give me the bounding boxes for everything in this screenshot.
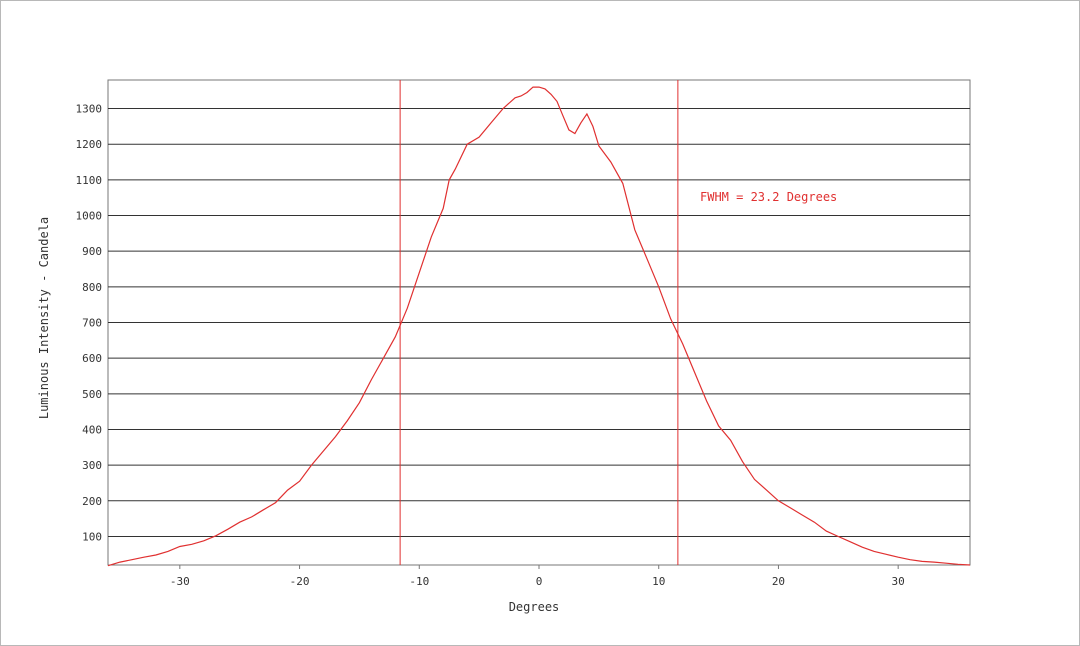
x-axis-title: Degrees (509, 600, 560, 614)
y-tick-label: 1200 (76, 138, 103, 151)
y-axis-title: Luminous Intensity - Candela (37, 217, 51, 419)
grid-lines (108, 108, 970, 537)
x-tick-labels: -30 -20 -10 0 10 20 30 (170, 565, 905, 588)
x-tick-label: 20 (772, 575, 785, 588)
y-tick-label: 1300 (76, 103, 103, 116)
x-tick-label: -10 (409, 575, 429, 588)
x-tick-label: -20 (290, 575, 310, 588)
y-tick-label: 1100 (76, 174, 103, 187)
fwhm-annotation: FWHM = 23.2 Degrees (700, 190, 837, 204)
y-tick-label: 1000 (76, 210, 103, 223)
y-tick-label: 200 (82, 495, 102, 508)
y-tick-label: 400 (82, 423, 102, 436)
x-tick-label: 30 (892, 575, 905, 588)
y-tick-labels: 100 200 300 400 500 600 700 800 900 1000 1100 1200 1… (76, 103, 103, 544)
x-tick-label: 0 (536, 575, 543, 588)
y-tick-label: 100 (82, 530, 102, 543)
x-tick-label: -30 (170, 575, 190, 588)
y-tick-label: 600 (82, 352, 102, 365)
x-tick-label: 10 (652, 575, 665, 588)
y-tick-label: 300 (82, 459, 102, 472)
y-tick-label: 800 (82, 281, 102, 294)
y-tick-label: 900 (82, 245, 102, 258)
y-tick-label: 700 (82, 317, 102, 330)
fwhm-markers (399, 80, 679, 565)
intensity-curve (107, 86, 971, 567)
y-tick-label: 500 (82, 388, 102, 401)
